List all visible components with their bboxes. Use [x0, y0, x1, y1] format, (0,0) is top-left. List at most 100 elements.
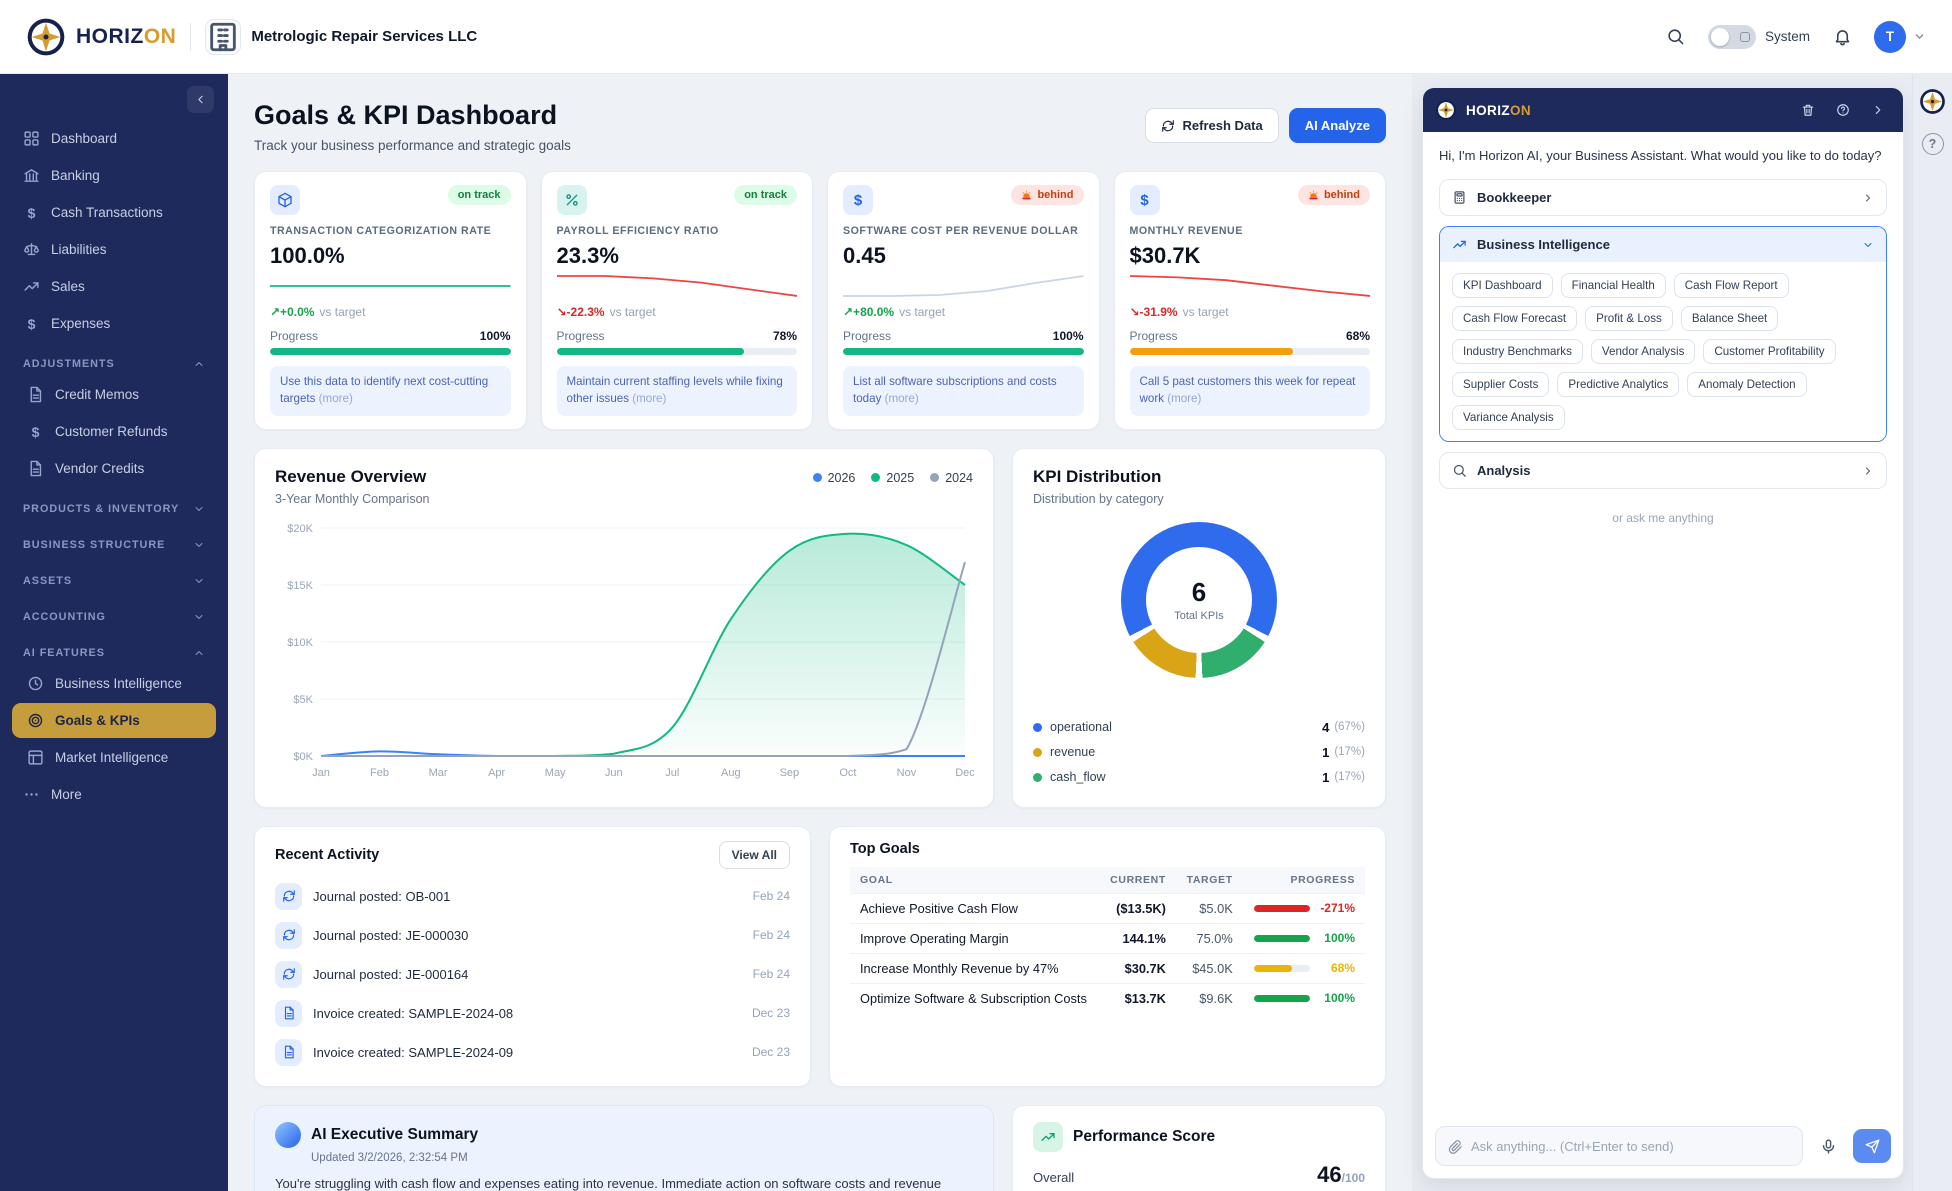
more-link[interactable]: (more): [884, 391, 919, 405]
activity-item[interactable]: Invoice created: SAMPLE-2024-09 Dec 23: [275, 1033, 790, 1072]
goal-name: Achieve Positive Cash Flow: [850, 892, 1100, 924]
sidebar-item-market-intelligence[interactable]: Market Intelligence: [12, 740, 216, 775]
revenue-chart-subtitle: 3-Year Monthly Comparison: [275, 491, 430, 506]
goal-row[interactable]: Optimize Software & Subscription Costs $1…: [850, 982, 1365, 1013]
sidebar-item-label: Cash Transactions: [51, 205, 163, 220]
ai-suggestion-chip[interactable]: Anomaly Detection: [1687, 372, 1807, 398]
sidebar-item-cash-transactions[interactable]: $ Cash Transactions: [12, 195, 216, 230]
ai-suggestion-chip[interactable]: Variance Analysis: [1452, 405, 1565, 431]
ai-suggestion-chip[interactable]: Predictive Analytics: [1557, 372, 1680, 398]
kpi-distribution-title: KPI Distribution: [1033, 466, 1162, 486]
kpi-card-monthly-revenue: $ behind MONTHLY REVENUE $30.7K ↘-31.9% vs ta…: [1113, 171, 1386, 430]
trend-icon: [23, 278, 40, 295]
help-icon[interactable]: ?: [1921, 133, 1944, 155]
activity-item[interactable]: Invoice created: SAMPLE-2024-08 Dec 23: [275, 994, 790, 1033]
box-icon: [277, 192, 293, 208]
dollar-icon: $: [843, 185, 873, 215]
user-menu[interactable]: T: [1874, 20, 1926, 53]
sidebar-section-ai-features[interactable]: AI FEATURES: [12, 637, 216, 666]
sidebar-section-products-inventory[interactable]: PRODUCTS & INVENTORY: [12, 493, 216, 522]
sidebar-item-more[interactable]: More: [12, 777, 216, 812]
notifications-button[interactable]: [1824, 19, 1860, 55]
compass-logo-icon[interactable]: [1919, 88, 1946, 115]
ai-suggestion-chip[interactable]: Financial Health: [1560, 273, 1666, 299]
sidebar-collapse-button[interactable]: [187, 86, 214, 113]
assistant-brand: HORIZON: [1466, 102, 1532, 118]
percent-icon: [556, 185, 587, 215]
sidebar-item-dashboard[interactable]: Dashboard: [12, 121, 216, 156]
assistant-greeting: Hi, I'm Horizon AI, your Business Assist…: [1439, 148, 1882, 163]
kpi-delta-row: ↗+0.0% vs target: [270, 305, 366, 319]
sidebar-section-assets[interactable]: ASSETS: [12, 565, 216, 594]
activity-text: Journal posted: JE-000164: [313, 966, 469, 982]
sidebar-item-business-intelligence[interactable]: Business Intelligence: [12, 666, 216, 701]
sidebar-item-credit-memos[interactable]: Credit Memos: [12, 377, 216, 412]
chart-legend-2025: 2025: [871, 471, 914, 485]
ai-suggestion-chip[interactable]: KPI Dashboard: [1452, 273, 1553, 299]
ai-summary-body: You're struggling with cash flow and exp…: [275, 1175, 942, 1191]
trend-icon: [1452, 237, 1467, 252]
app-logo[interactable]: HORIZON: [26, 17, 176, 57]
goal-row[interactable]: Improve Operating Margin 144.1% 75.0% 100%: [850, 922, 1365, 954]
more-link[interactable]: (more): [1167, 391, 1202, 405]
theme-toggle[interactable]: [1707, 24, 1756, 49]
sidebar-section-adjustments[interactable]: ADJUSTMENTS: [12, 348, 216, 377]
ai-suggestion-chip[interactable]: Supplier Costs: [1452, 372, 1550, 398]
assistant-option-analysis[interactable]: Analysis: [1439, 452, 1887, 490]
goal-row[interactable]: Achieve Positive Cash Flow ($13.5K) $5.0K -…: [850, 892, 1365, 924]
sidebar-item-sales[interactable]: Sales: [12, 269, 216, 304]
clear-chat-button[interactable]: [1795, 97, 1821, 123]
more-icon: [23, 786, 40, 803]
ai-suggestion-chip[interactable]: Vendor Analysis: [1590, 339, 1696, 365]
view-all-button[interactable]: View All: [718, 840, 790, 869]
voice-input-button[interactable]: [1811, 1129, 1845, 1163]
activity-item[interactable]: Journal posted: JE-000030 Feb 24: [275, 916, 790, 955]
sidebar-item-label: Market Intelligence: [55, 750, 169, 765]
assistant-header: HORIZON: [1423, 88, 1903, 132]
activity-item[interactable]: Journal posted: JE-000164 Feb 24: [275, 955, 790, 994]
ai-analyze-button[interactable]: AI Analyze: [1288, 108, 1386, 143]
sidebar-item-vendor-credits[interactable]: Vendor Credits: [12, 451, 216, 486]
assistant-message-input[interactable]: [1471, 1138, 1790, 1154]
assistant-collapse-button[interactable]: [1865, 97, 1891, 123]
ai-suggestion-chip[interactable]: Cash Flow Forecast: [1452, 306, 1578, 332]
progress-value: 68%: [1345, 329, 1370, 343]
ai-suggestion-chip[interactable]: Profit & Loss: [1585, 306, 1673, 332]
sidebar-item-label: Business Intelligence: [55, 676, 182, 691]
svg-text:Jun: Jun: [605, 767, 623, 779]
bank-icon: [23, 167, 40, 184]
sidebar-item-goals-kpis[interactable]: Goals & KPIs: [12, 703, 216, 738]
kpi-sparkline: [556, 269, 797, 303]
goal-current: ($13.5K): [1099, 892, 1176, 924]
company-selector[interactable]: Metrologic Repair Services LLC: [205, 18, 477, 55]
assistant-option-bookkeeper[interactable]: Bookkeeper: [1439, 179, 1887, 217]
ai-suggestion-chip[interactable]: Balance Sheet: [1680, 306, 1779, 332]
goal-row[interactable]: Increase Monthly Revenue by 47% $30.7K $45…: [850, 952, 1365, 984]
assistant-option-business-intelligence[interactable]: Business Intelligence: [1440, 227, 1886, 263]
chevron-down-icon: [1862, 239, 1874, 251]
trend-icon: [1040, 1129, 1056, 1145]
activity-item[interactable]: Journal posted: OB-001 Feb 24: [275, 877, 790, 916]
kpi-card-transaction-categorization-rate: on track TRANSACTION CATEGORIZATION RATE 1…: [254, 171, 527, 430]
recent-activity-title: Recent Activity: [275, 846, 380, 863]
sidebar-item-banking[interactable]: Banking: [12, 158, 216, 193]
goal-progress: 100%: [1253, 991, 1355, 1005]
sidebar-section-business-structure[interactable]: BUSINESS STRUCTURE: [12, 529, 216, 558]
more-link[interactable]: (more): [318, 391, 353, 405]
ai-suggestion-chip[interactable]: Cash Flow Report: [1673, 273, 1789, 299]
sidebar-item-customer-refunds[interactable]: $ Customer Refunds: [12, 414, 216, 449]
send-button[interactable]: [1853, 1129, 1891, 1163]
journal-icon: [275, 921, 302, 949]
sidebar-item-liabilities[interactable]: Liabilities: [12, 232, 216, 267]
ai-suggestion-chip[interactable]: Customer Profitability: [1703, 339, 1836, 365]
kpi-title: SOFTWARE COST PER REVENUE DOLLAR: [843, 225, 1079, 237]
refresh-data-button[interactable]: Refresh Data: [1144, 108, 1279, 143]
sidebar-section-accounting[interactable]: ACCOUNTING: [12, 601, 216, 630]
more-link[interactable]: (more): [632, 391, 667, 405]
paperclip-icon[interactable]: [1448, 1139, 1463, 1154]
ai-summary-title: AI Executive Summary: [311, 1125, 479, 1143]
sidebar-item-expenses[interactable]: $ Expenses: [12, 306, 216, 341]
assistant-help-button[interactable]: [1830, 97, 1856, 123]
ai-suggestion-chip[interactable]: Industry Benchmarks: [1452, 339, 1583, 365]
search-button[interactable]: [1658, 19, 1694, 55]
